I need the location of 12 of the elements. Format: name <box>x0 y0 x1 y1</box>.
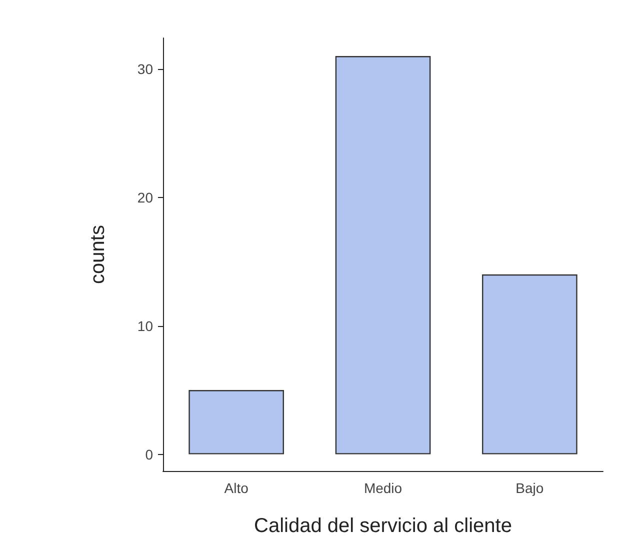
x-tick-label: Bajo <box>516 480 544 496</box>
y-tick-label: 0 <box>145 446 154 462</box>
bar <box>335 56 431 454</box>
bar <box>482 274 578 454</box>
bar <box>188 390 284 454</box>
y-axis-title: counts <box>87 225 109 284</box>
x-axis-title: Calidad del servicio al cliente <box>254 515 512 537</box>
x-tick-label: Medio <box>364 480 402 496</box>
x-tick-label: Alto <box>224 480 249 496</box>
y-tick-label: 30 <box>137 60 154 77</box>
y-tick-label: 20 <box>137 189 154 206</box>
y-tick-label: 10 <box>137 318 154 334</box>
